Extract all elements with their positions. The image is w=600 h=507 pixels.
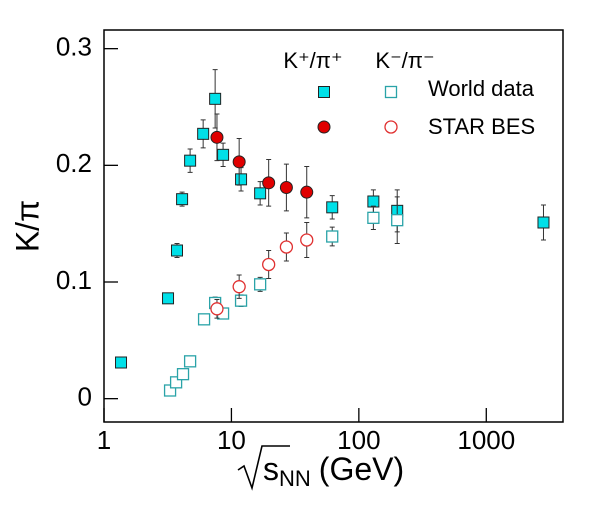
data-point — [254, 187, 267, 200]
data-point — [262, 176, 276, 190]
data-point — [326, 230, 339, 243]
sqrt-sign — [237, 445, 290, 491]
y-tick-label: 0.2 — [56, 148, 92, 178]
data-point — [162, 292, 175, 305]
legend-marker — [384, 85, 398, 99]
data-point — [217, 148, 230, 161]
data-point — [184, 154, 197, 167]
x-label-base: s — [263, 451, 279, 487]
plot-frame — [103, 29, 564, 423]
x-label-sub: NN — [279, 466, 311, 491]
data-point — [176, 193, 189, 206]
data-point — [367, 211, 380, 224]
data-point — [391, 214, 404, 227]
legend-column: K⁻/π⁻ — [375, 48, 434, 73]
data-point — [197, 127, 210, 140]
y-axis-label: K/π — [9, 200, 45, 252]
data-point — [300, 233, 314, 247]
legend-label: World data — [428, 76, 535, 101]
data-point — [326, 201, 339, 214]
data-point — [300, 185, 314, 199]
x-tick-label: 1 — [97, 425, 111, 455]
data-point — [279, 240, 294, 254]
data-point — [210, 302, 224, 316]
y-tick-label: 0.3 — [56, 32, 92, 62]
legend-column: K⁺/π⁺ — [283, 48, 342, 73]
y-tick-label: 0.1 — [56, 265, 92, 295]
data-point — [232, 280, 246, 294]
data-point — [169, 376, 183, 389]
data-point — [235, 173, 248, 186]
x-tick-label: 100 — [337, 425, 380, 455]
data-point — [183, 355, 197, 368]
data-point — [232, 155, 246, 169]
data-point — [253, 278, 267, 291]
data-point — [115, 356, 128, 369]
data-point — [367, 195, 380, 208]
data-point — [210, 130, 224, 144]
x-tick-label: 1000 — [457, 425, 515, 455]
legend-marker — [318, 86, 330, 98]
legend-marker — [384, 120, 398, 134]
legend-label: STAR BES — [428, 114, 535, 139]
legend-marker — [317, 120, 331, 134]
data-point — [176, 368, 190, 381]
x-axis-label: sNN (GeV) — [263, 451, 404, 490]
data-point — [262, 257, 276, 272]
data-point — [537, 216, 550, 229]
data-point — [197, 313, 211, 326]
y-tick-label: 0 — [78, 382, 92, 412]
x-tick-label: 10 — [217, 425, 246, 455]
data-point — [170, 244, 183, 257]
data-point — [209, 92, 222, 105]
data-point — [279, 181, 293, 194]
x-label-unit: (GeV) — [319, 451, 404, 487]
data-point — [234, 294, 248, 307]
